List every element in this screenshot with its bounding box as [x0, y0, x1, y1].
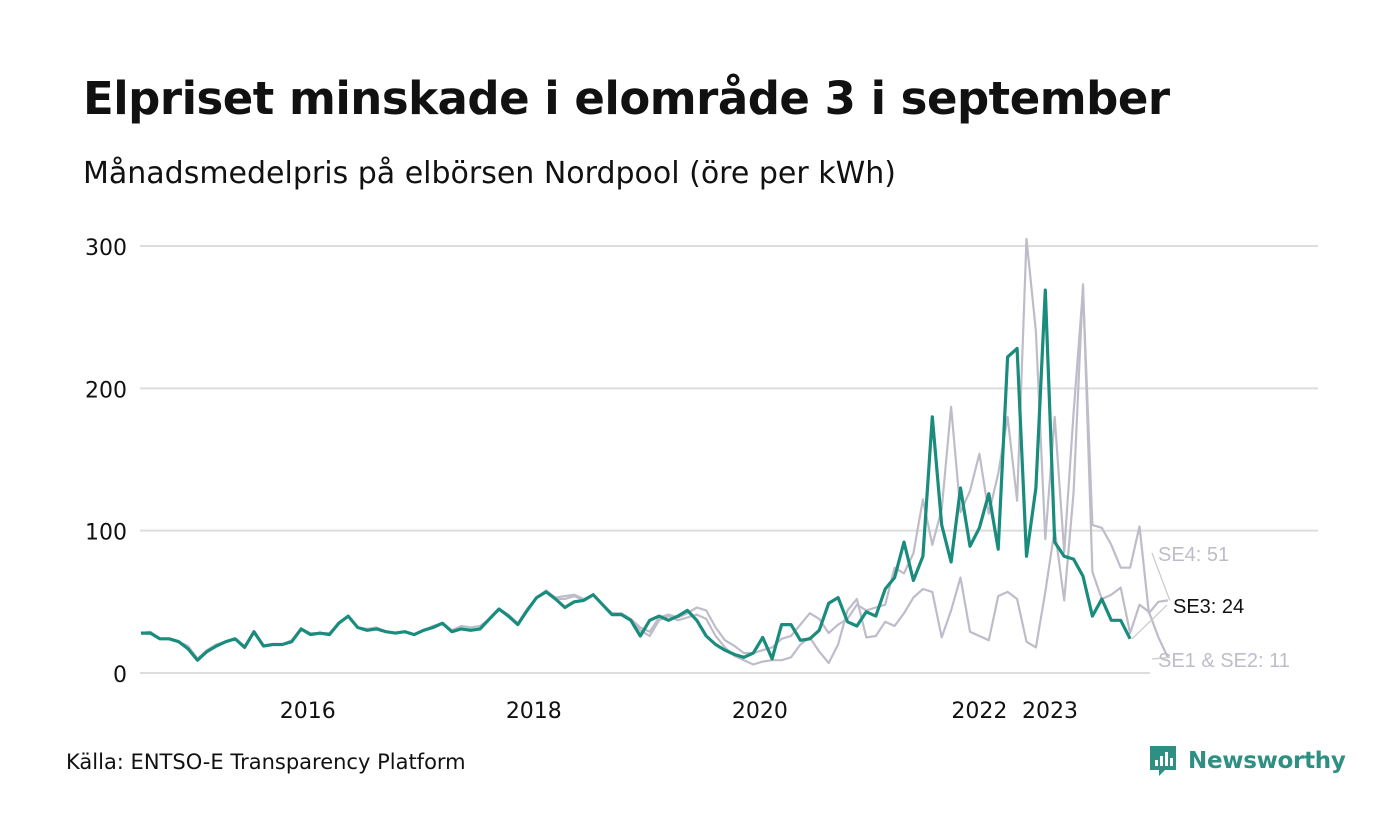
newsworthy-logo-icon — [1150, 746, 1176, 776]
series-end-label: SE1 & SE2: 11 — [1158, 650, 1290, 672]
x-tick-label: 2023 — [1022, 699, 1078, 724]
series-end-label: SE3: 24 — [1173, 596, 1244, 618]
y-axis-ticks: 0 100 200 300 — [85, 236, 127, 688]
brand-logo: Newsworthy — [1148, 744, 1346, 778]
x-axis-ticks: 2016 2018 2020 2022 2023 — [280, 699, 1078, 724]
label-connector — [1151, 656, 1170, 660]
chart-subtitle: Månadsmedelpris på elbörsen Nordpool (ör… — [83, 156, 896, 191]
brand-name: Newsworthy — [1188, 748, 1346, 774]
series-line-se3 — [141, 288, 1132, 662]
series-labels: SE1 & SE2: 11 SE4: 51 SE3: 24 — [1131, 544, 1290, 672]
y-tick-label: 0 — [113, 663, 127, 688]
y-tick-label: 200 — [85, 378, 127, 403]
x-tick-label: 2022 — [951, 699, 1007, 724]
y-tick-label: 100 — [85, 521, 127, 546]
gridlines — [140, 245, 1318, 674]
series-end-label: SE4: 51 — [1158, 544, 1229, 566]
series-lines — [140, 237, 1169, 666]
x-tick-label: 2018 — [506, 699, 562, 724]
label-connector — [1131, 604, 1168, 640]
x-tick-label: 2020 — [732, 699, 788, 724]
x-tick-label: 2016 — [280, 699, 336, 724]
y-tick-label: 300 — [85, 236, 127, 261]
chart-title: Elpriset minskade i elområde 3 i septemb… — [83, 72, 1170, 125]
source-note: Källa: ENTSO-E Transparency Platform — [66, 750, 466, 774]
label-connector — [1151, 552, 1171, 601]
